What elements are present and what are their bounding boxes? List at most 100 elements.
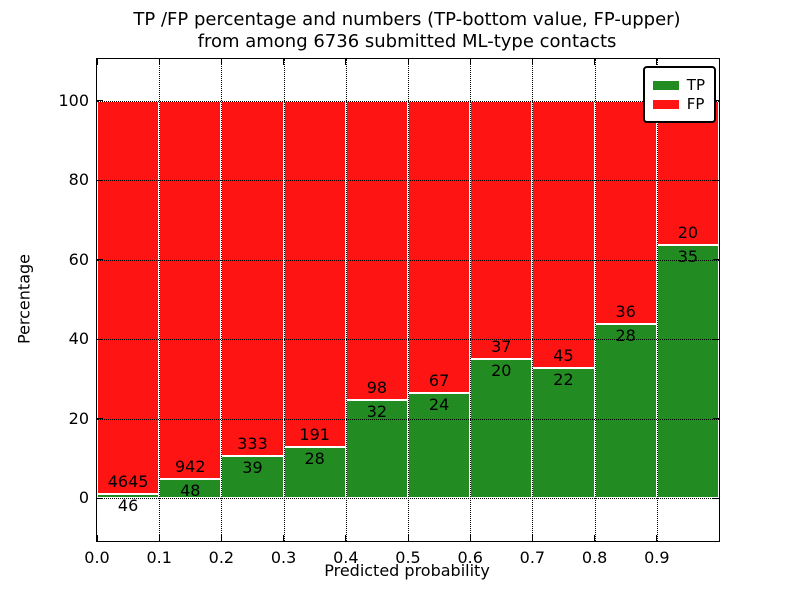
v-gridline — [408, 59, 409, 541]
x-tick-mark — [220, 535, 222, 541]
tp-count-label: 35 — [677, 247, 699, 267]
tp-legend-swatch — [652, 80, 679, 90]
fp-bar-segment — [345, 100, 408, 401]
x-tick-label: 0.0 — [84, 548, 110, 567]
x-tick-label: 0.6 — [457, 548, 483, 567]
x-tick-label: 0.3 — [270, 548, 297, 567]
fp-legend-swatch — [652, 99, 679, 109]
v-gridline — [594, 59, 596, 541]
x-tick-mark — [345, 535, 347, 541]
fp-count-label: 191 — [299, 425, 330, 445]
chart-title-line2: from among 6736 submitted ML-type contac… — [197, 31, 617, 52]
x-axis-label: Predicted probability — [324, 561, 490, 580]
plot-area: TP FP 4645 46 942 48 333 39 191 28 98 32 67 24 37 20 4… — [58, 58, 720, 567]
tp-count-label: 22 — [553, 369, 574, 389]
y-axis-label: Percentage — [14, 253, 34, 345]
x-tick-mark — [158, 59, 160, 65]
x-tick-mark — [531, 59, 533, 65]
y-tick-mark — [97, 259, 103, 261]
x-tick-mark — [594, 535, 596, 541]
x-tick-label: 0.7 — [519, 548, 546, 567]
fp-count-label: 36 — [615, 302, 636, 322]
chart-title-line1: TP /FP percentage and numbers (TP-bottom… — [133, 9, 681, 30]
y-tick-label: 0 — [78, 488, 89, 508]
fp-count-label: 98 — [366, 378, 388, 398]
y-tick-label: 60 — [68, 249, 89, 269]
x-tick-mark — [158, 535, 160, 541]
v-gridline — [283, 59, 285, 541]
x-tick-label: 0.2 — [208, 548, 235, 567]
legend-item-fp: FP — [652, 95, 705, 113]
x-tick-label: 0.9 — [644, 548, 670, 567]
x-tick-mark — [283, 535, 285, 541]
x-tick-mark — [407, 59, 409, 65]
fp-bar-segment — [594, 100, 657, 325]
x-tick-label: 0.8 — [581, 548, 608, 567]
tp-legend-label: TP — [686, 76, 705, 94]
fp-count-label: 333 — [237, 434, 268, 454]
tp-bar-segment — [221, 456, 284, 499]
tp-bar-segment — [656, 245, 719, 499]
fp-bar-segment — [97, 100, 160, 495]
fp-bar-segment — [532, 100, 595, 368]
x-tick-mark — [96, 535, 98, 541]
tp-count-label: 28 — [304, 449, 325, 469]
fp-count-label: 942 — [175, 456, 206, 476]
y-tick-label: 20 — [68, 408, 89, 428]
fp-count-label: 67 — [428, 371, 450, 391]
v-gridline — [532, 59, 534, 541]
fp-bar-segment — [408, 100, 471, 394]
fp-count-label: 37 — [491, 336, 512, 356]
x-tick-mark — [407, 535, 409, 541]
y-tick-label: 100 — [58, 90, 89, 110]
y-tick-label: 80 — [68, 170, 89, 190]
tp-count-label: 32 — [366, 402, 388, 422]
x-tick-label: 0.1 — [146, 548, 172, 567]
y-tick-mark — [713, 338, 719, 340]
fp-bar-segment — [283, 100, 346, 448]
x-tick-mark — [469, 59, 471, 65]
y-tick-mark — [97, 100, 103, 102]
y-tick-mark — [713, 259, 719, 261]
tp-bar-segment — [594, 324, 657, 499]
x-tick-mark — [531, 535, 533, 541]
fp-legend-label: FP — [686, 95, 705, 113]
fp-count-label: 20 — [677, 223, 699, 243]
y-tick-mark — [713, 179, 719, 181]
y-tick-label: 40 — [68, 329, 89, 349]
y-tick-mark — [713, 497, 719, 499]
y-tick-mark — [97, 497, 103, 499]
chart-title: TP /FP percentage and numbers (TP-bottom… — [96, 9, 718, 53]
x-tick-mark — [594, 59, 596, 65]
x-tick-mark — [220, 59, 222, 65]
legend-item-tp: TP — [652, 76, 705, 94]
y-tick-mark — [97, 418, 103, 420]
v-gridline — [221, 59, 223, 541]
x-tick-mark — [283, 59, 285, 65]
y-tick-mark — [97, 179, 103, 181]
tp-count-label: 20 — [491, 360, 512, 380]
x-tick-mark — [345, 59, 347, 65]
x-tick-mark — [656, 59, 658, 65]
v-gridline — [345, 59, 347, 541]
tp-count-label: 46 — [117, 496, 139, 516]
tp-count-label: 24 — [428, 395, 450, 415]
fp-bar-segment — [470, 100, 533, 359]
x-tick-mark — [656, 535, 658, 541]
fp-count-label: 4645 — [107, 472, 149, 492]
tp-bar-segment — [97, 494, 160, 499]
y-tick-mark — [713, 100, 719, 102]
v-gridline — [656, 59, 658, 541]
fp-count-label: 45 — [553, 345, 574, 365]
x-tick-mark — [96, 59, 98, 65]
y-tick-mark — [97, 338, 103, 340]
fp-bar-segment — [159, 100, 222, 479]
v-gridline — [470, 59, 472, 541]
legend: TP FP — [642, 66, 716, 123]
tp-bar-segment — [283, 447, 346, 499]
y-tick-mark — [713, 418, 719, 420]
x-tick-label: 0.5 — [395, 548, 421, 567]
v-gridline — [159, 59, 161, 541]
x-tick-mark — [469, 535, 471, 541]
